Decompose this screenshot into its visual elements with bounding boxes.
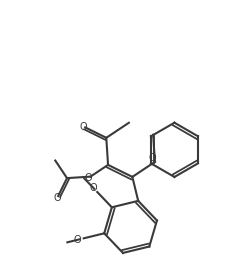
Text: O: O [84, 173, 92, 183]
Text: O: O [53, 193, 61, 203]
Text: O: O [74, 235, 82, 245]
Text: O: O [80, 122, 87, 131]
Text: O: O [89, 183, 97, 193]
Text: O: O [149, 153, 156, 163]
